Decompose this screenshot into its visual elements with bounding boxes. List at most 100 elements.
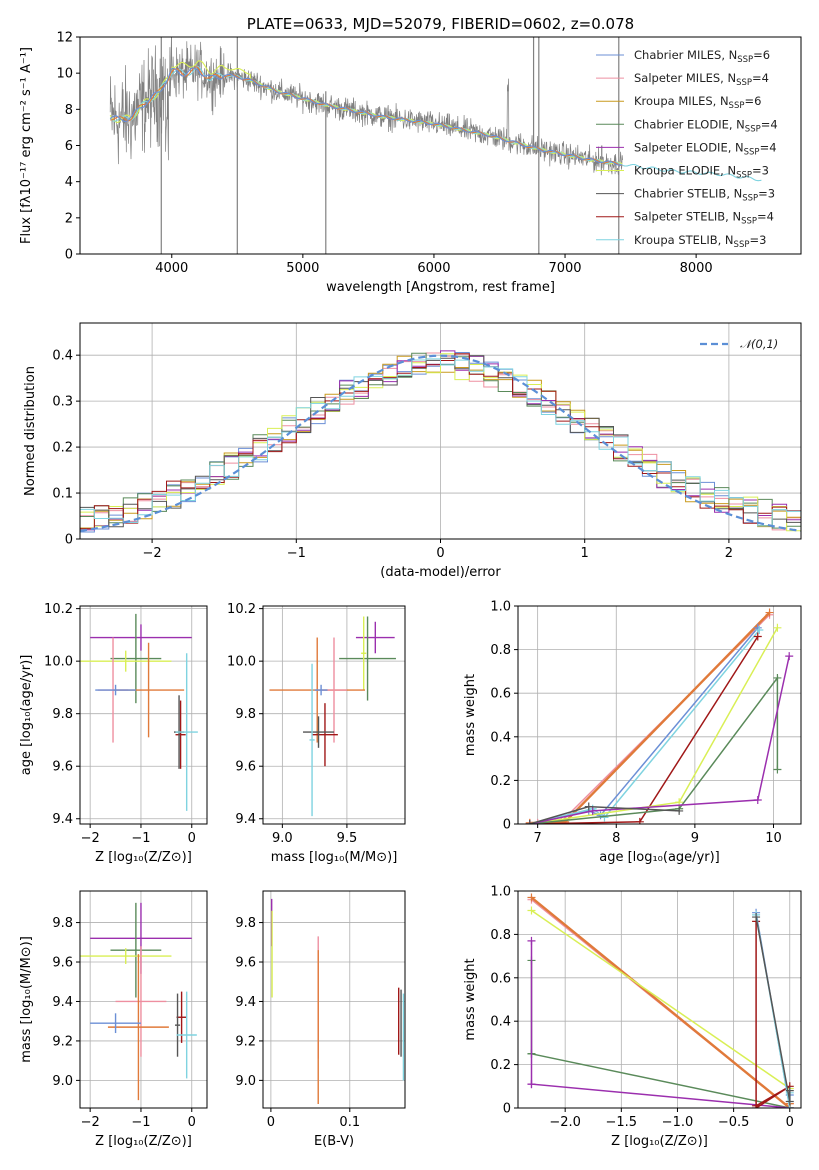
x-tick-label: 0	[267, 1115, 275, 1130]
x-axis-label: age [log₁₀(age/yr)]	[599, 850, 720, 865]
y-axis-label: age [log₁₀(age/yr)]	[19, 655, 34, 776]
y-tick-label: 9.8	[235, 707, 256, 722]
legend-label-kroupa_stelib: Kroupa STELIB, NSSP=3	[634, 233, 766, 250]
x-tick-label: 0.1	[339, 1115, 360, 1130]
chart-spectrum: 4000 5000 6000 7000 8000 0 2 4 6 8 10 12 wavelength …	[19, 15, 802, 295]
y-axis-label: mass weight	[463, 674, 478, 756]
y-tick-label: 9.8	[235, 916, 256, 931]
y-tick-label: 12	[56, 31, 73, 46]
series-line	[530, 940, 790, 1108]
point-chabrier_miles	[314, 684, 328, 696]
point-chabrier_miles	[95, 684, 136, 696]
point-chabrier_stelib	[174, 993, 181, 1057]
axes-frame	[262, 890, 406, 1109]
series-marker	[773, 765, 782, 774]
y-tick-label: 0	[65, 248, 73, 263]
legend-label-salpeter_stelib: Salpeter STELIB, NSSP=4	[634, 210, 774, 227]
axes-frame	[262, 605, 406, 825]
y-tick-label: 10	[56, 67, 73, 82]
axes-frame	[517, 890, 802, 1109]
point-salpeter_elodie	[355, 621, 395, 654]
series-salpeter_elodie	[527, 936, 794, 1108]
point-kroupa_elodie	[80, 650, 172, 672]
y-tick-label: 9.6	[235, 760, 256, 775]
y-tick-label: 1.0	[490, 885, 511, 900]
series-line	[531, 909, 791, 1090]
x-tick-label: 2	[725, 546, 733, 561]
axes-frame	[79, 890, 208, 1109]
x-tick-label: 4000	[155, 261, 188, 276]
y-tick-label: 9.6	[235, 956, 256, 971]
legend-label-kroupa_elodie: Kroupa ELODIE, NSSP=3	[634, 164, 769, 181]
series-line	[529, 627, 779, 824]
y-tick-label: 9.0	[52, 1074, 73, 1089]
point-kroupa_stelib	[176, 991, 197, 1079]
series-marker	[600, 813, 609, 822]
y-tick-label: 0	[65, 533, 73, 548]
model-spectrum-kroupa_elodie	[109, 60, 623, 165]
x-tick-label: 8	[612, 831, 620, 846]
legend-label-salpeter_elodie: Salpeter ELODIE, NSSP=4	[634, 140, 777, 157]
series-marker	[525, 820, 534, 824]
series-marker	[752, 1101, 761, 1108]
x-tick-label: 7	[534, 831, 542, 846]
y-tick-label: 10.0	[44, 655, 73, 670]
y-tick-label: 0.8	[490, 928, 511, 943]
chart-residuals: −2 −1 0 1 2 0 0.1 0.2 0.3 0.4 (data-model)/error No…	[23, 322, 802, 580]
series-line	[755, 921, 791, 1108]
x-tick-label: −2.0	[549, 1115, 581, 1130]
point-kroupa_stelib	[175, 653, 198, 811]
series-marker	[785, 652, 794, 661]
x-tick-label: 6000	[417, 261, 450, 276]
x-tick-label: 9.5	[337, 831, 358, 846]
x-axis-label: Z [log₁₀(Z/Z⊙)]	[95, 1134, 192, 1149]
series-line	[530, 960, 790, 1108]
chart-weight_vs_age: 7 8 9 10 0 0.2 0.4 0.6 0.8 1.0 age [log₁₀(age/yr)]…	[463, 600, 802, 865]
chart-mass_vs_Z: −2 −1 0 9.0 9.2 9.4 9.6 9.8 Z [log₁₀(Z/Z⊙)] mass …	[19, 890, 208, 1149]
y-axis-label: Normed distribution	[23, 366, 38, 496]
x-tick-label: 1	[581, 546, 589, 561]
point-kroupa_elodie	[80, 948, 172, 964]
x-tick-label: −2	[81, 1115, 100, 1130]
plot-area	[525, 608, 794, 824]
series-marker	[635, 817, 644, 824]
y-tick-label: 9.8	[52, 916, 73, 931]
series-line	[529, 675, 779, 824]
x-tick-label: 0	[436, 546, 444, 561]
series-marker	[785, 1086, 794, 1095]
series-marker	[752, 913, 761, 922]
y-tick-label: 9.6	[52, 760, 73, 775]
series-line	[529, 629, 760, 824]
y-tick-label: 0.4	[52, 349, 73, 364]
x-tick-label: 9	[691, 831, 699, 846]
model-spectrum-orange	[109, 66, 623, 167]
point-orange	[107, 954, 169, 1101]
series-marker	[527, 906, 536, 915]
plot-area	[109, 37, 762, 254]
point-salpeter_stelib	[175, 700, 186, 769]
point-chabrier_elodie	[110, 613, 162, 704]
x-tick-label: −2	[81, 831, 100, 846]
y-tick-label: 0.1	[52, 487, 73, 502]
series-marker	[773, 623, 782, 632]
series-salpeter_stelib	[525, 632, 762, 824]
y-tick-label: 9.6	[52, 956, 73, 971]
x-axis-label: Z [log₁₀(Z/Z⊙)]	[95, 850, 192, 865]
legend-label-chabrier_stelib: Chabrier STELIB, NSSP=3	[634, 187, 775, 204]
y-tick-label: 6	[65, 139, 73, 154]
point-chabrier_miles	[90, 1013, 141, 1034]
series-chabrier_stelib	[525, 802, 684, 824]
x-tick-label: 10	[765, 831, 782, 846]
series-marker	[584, 802, 593, 811]
histogram-kroupa_stelib	[80, 358, 801, 527]
y-tick-label: 2	[65, 211, 73, 226]
y-tick-label: 0.4	[490, 1015, 511, 1030]
chart-age_vs_mass: 9.0 9.5 9.4 9.6 9.8 10.0 10.2 mass [log₁₀(M/M⊙)…	[227, 602, 406, 865]
y-tick-label: 0.3	[52, 395, 73, 410]
x-tick-label: 0	[786, 1115, 794, 1130]
series-line	[529, 655, 790, 824]
point-chabrier_elodie	[110, 902, 162, 998]
model-spectrum-chabrier_miles	[109, 67, 623, 166]
y-axis-label: mass weight	[463, 958, 478, 1040]
series-salpeter_miles	[525, 610, 774, 824]
